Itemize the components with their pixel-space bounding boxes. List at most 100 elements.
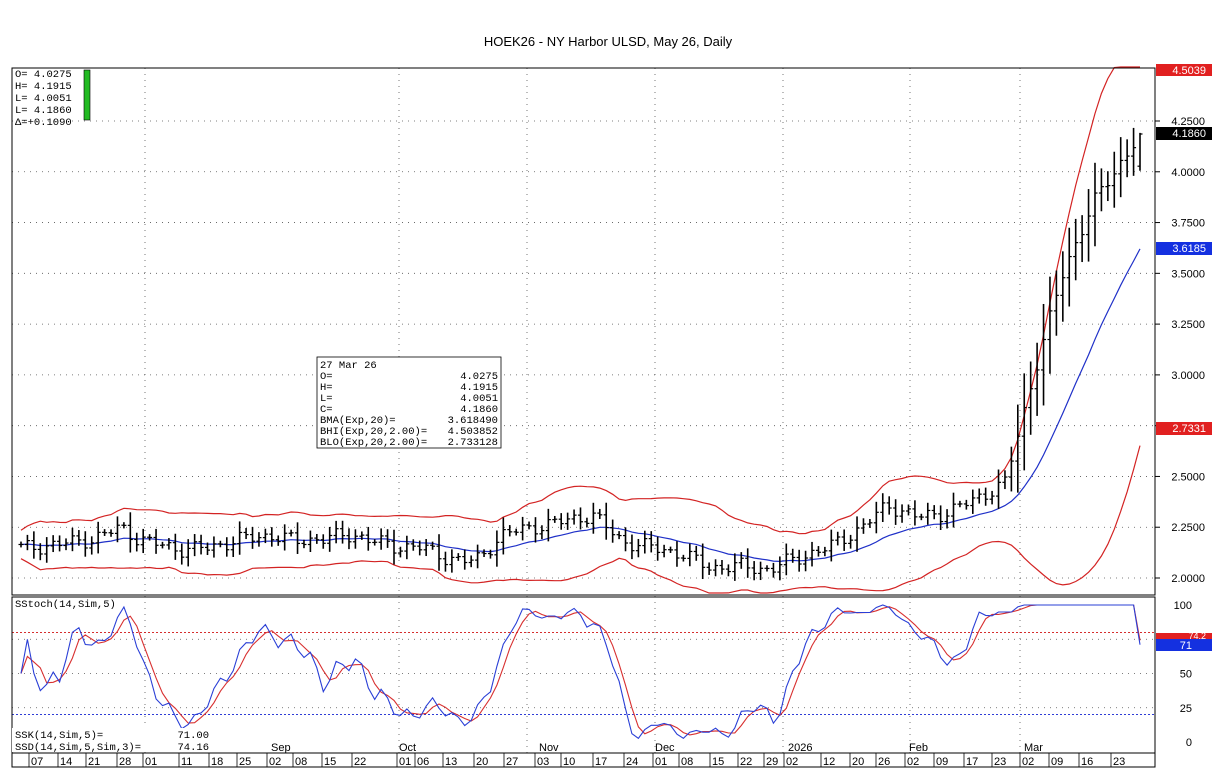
date-tick-label: 14	[60, 756, 72, 768]
date-tick-label: 12	[823, 756, 835, 768]
ohlc-bar	[1098, 168, 1104, 212]
ohlc-bar	[713, 559, 719, 577]
ohlc-bar	[224, 537, 230, 557]
ohlc-bar	[230, 536, 236, 557]
ohlc-bar	[642, 530, 648, 554]
date-tick-label: 02	[1022, 756, 1034, 768]
ohlc-bar	[159, 541, 165, 549]
date-tick-label: 18	[211, 756, 223, 768]
stochastic-panel	[12, 604, 1155, 740]
ohlc-bar	[706, 562, 712, 575]
ohlc-bar	[44, 537, 50, 563]
ohlc-bar	[1079, 215, 1085, 263]
ohlc-bar	[539, 525, 545, 540]
date-axis-frame	[11, 752, 1156, 768]
ohlc-bar	[668, 546, 674, 553]
date-tick-label: 25	[239, 756, 251, 768]
stoch-tick-label: 0	[1186, 737, 1192, 749]
ohlc-bar	[655, 536, 661, 561]
ohlc-bar	[616, 531, 622, 540]
up-indicator-bar	[83, 69, 91, 121]
ohlc-bar	[147, 534, 153, 541]
header-low: L= 4.0051	[15, 93, 72, 105]
ohlc-bar	[828, 529, 834, 562]
date-tick-label: 28	[119, 756, 131, 768]
ohlc-bar	[391, 529, 397, 565]
ohlc-bar	[352, 529, 358, 549]
price-panel-frame	[11, 67, 1156, 596]
ohlc-bar	[37, 543, 43, 561]
ohlc-bar	[822, 546, 828, 557]
tooltip-value: 4.0275	[460, 371, 498, 383]
date-tick-label: 01	[145, 756, 157, 768]
ohlc-bar	[468, 555, 474, 568]
ohlc-bar	[211, 536, 217, 558]
ohlc-bar	[532, 517, 538, 543]
mid-band-tag	[1156, 242, 1212, 255]
ohlc-bar	[925, 502, 931, 525]
tooltip-value: 4.1860	[460, 404, 498, 416]
ohlc-bar	[1015, 404, 1021, 493]
date-tick-label: 06	[417, 756, 429, 768]
tooltip-label: L=	[320, 393, 333, 405]
ohlc-bar	[172, 533, 178, 560]
ohlc-bar	[378, 528, 384, 550]
ohlc-bar	[1092, 162, 1098, 247]
ohlc-bar	[1111, 151, 1117, 208]
header-readout: O= 4.0275 H= 4.1915 L= 4.0051 L= 4.1860 …	[15, 69, 91, 129]
date-tick-label: 09	[1051, 756, 1063, 768]
stoch-title: SStoch(14,Sim,5)	[15, 599, 116, 611]
tooltip-label: BLO(Exp,20,2.00)=	[320, 437, 427, 449]
ohlc-bar	[507, 525, 513, 537]
ohlc-bar	[1053, 270, 1059, 336]
ohlc-bar	[629, 534, 635, 560]
date-tick-label: 13	[445, 756, 457, 768]
date-tick-label: 23	[1113, 756, 1125, 768]
ohlc-bar	[295, 522, 301, 554]
ohlc-bar	[597, 508, 603, 519]
ohlc-bar	[494, 530, 500, 567]
ohlc-bar	[288, 529, 294, 537]
ohlc-bar	[217, 540, 223, 548]
ohlc-bar	[179, 543, 185, 565]
ohlc-bar	[790, 548, 796, 563]
date-tick-label: 24	[626, 756, 638, 768]
ohlc-bar	[989, 490, 995, 505]
ohlc-bar	[777, 556, 783, 581]
date-tick-label: 02	[907, 756, 919, 768]
date-tick-label: 09	[936, 756, 948, 768]
ohlc-bar	[275, 535, 281, 546]
ohlc-bar	[1041, 303, 1047, 406]
price-tick-label: 3.2500	[1171, 319, 1205, 331]
ohlc-bar	[841, 529, 847, 551]
ohlc-bar	[455, 553, 461, 561]
ohlc-bar	[333, 520, 339, 544]
last-price-tag	[1156, 127, 1212, 140]
ohlc-bar	[764, 565, 770, 572]
ohlc-bar	[603, 502, 609, 540]
ohlc-bar	[436, 534, 442, 571]
ohlc-bar	[693, 545, 699, 561]
ohlc-bar	[526, 521, 532, 530]
ohlc-bar	[63, 538, 69, 551]
ohlc-bar	[237, 521, 243, 555]
stoch-tick-label: 50	[1180, 669, 1192, 681]
date-tick-label: 11	[181, 756, 192, 768]
ohlc-bar	[404, 535, 410, 560]
tooltip-value: 2.733128	[448, 437, 498, 449]
ohlc-bar	[783, 543, 789, 576]
grid-lines	[12, 68, 1155, 753]
ohlc-bar	[803, 550, 809, 572]
ohlc-bar	[1021, 373, 1027, 471]
date-tick-label: 27	[506, 756, 518, 768]
ohlc-bar	[89, 536, 95, 555]
ohlc-bar	[590, 502, 596, 534]
tooltip-label: BMA(Exp,20)=	[320, 415, 396, 427]
price-tick-label: 2.5000	[1171, 471, 1205, 483]
stoch-d-tag	[1156, 633, 1212, 639]
ohlc-bar	[571, 509, 577, 525]
ohlc-bar	[423, 539, 429, 557]
ohlc-bar	[719, 559, 725, 575]
date-tick-label: 03	[537, 756, 549, 768]
